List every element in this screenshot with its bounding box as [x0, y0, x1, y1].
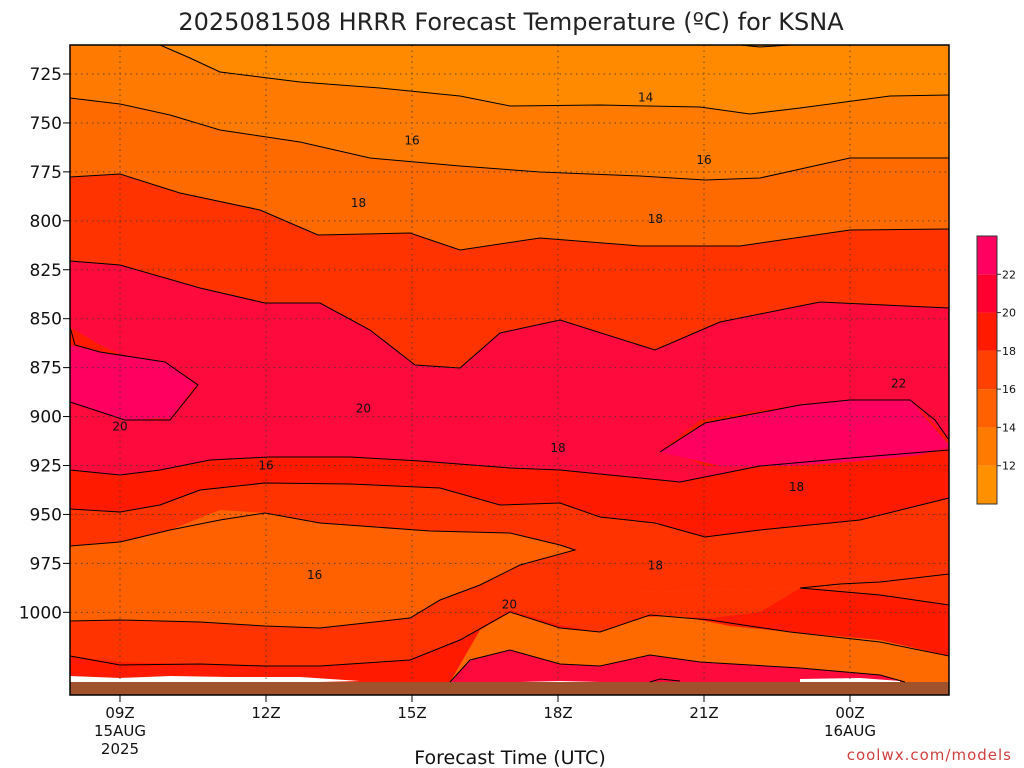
- y-tick-label: 950: [30, 505, 62, 525]
- contour-labels: 14 16 16 18 18 20 20 22 18 16 18 18 16 20: [112, 90, 906, 611]
- fill-band-22: [70, 261, 949, 482]
- contour-label: 20: [112, 419, 127, 433]
- plot-frame: [69, 44, 950, 696]
- credit-text[interactable]: coolwx.com/models: [847, 746, 1012, 764]
- x-axis-label: Forecast Time (UTC): [414, 747, 605, 768]
- contour-label-text: 20: [356, 402, 371, 416]
- contour-label: 20: [502, 597, 517, 611]
- contour-fills: [70, 45, 949, 695]
- x-tick-label: 18Z: [543, 704, 572, 722]
- contour-label-text: 14: [638, 90, 653, 104]
- contour-label: 18: [648, 212, 663, 226]
- contour-label-text: 20: [112, 419, 127, 433]
- fill-band-20-surface: [70, 588, 949, 682]
- contour-label-text: 16: [307, 568, 322, 582]
- x-tick-label: 09Z: [105, 704, 134, 722]
- y-axis: 725 750 775 800 825 850 875 900 925 950 975 1000: [19, 65, 70, 623]
- y-tick-label: 1000: [19, 603, 62, 623]
- contour-label: 14: [638, 90, 653, 104]
- colorbar-segment: [977, 312, 997, 351]
- y-tick-label: 925: [30, 457, 62, 477]
- colorbar-segment: [977, 350, 997, 390]
- contour-label: 18: [648, 558, 663, 572]
- colorbar-label: 14: [1002, 421, 1016, 434]
- colorbar: 12 14 16 18 20 22: [976, 235, 1016, 505]
- contour-label-text: 22: [891, 376, 906, 390]
- colorbar-label: 12: [1002, 460, 1016, 473]
- contour-label: 16: [404, 134, 419, 148]
- x-tick-year: 2025: [101, 740, 139, 758]
- x-tick-label: 12Z: [251, 704, 280, 722]
- x-tick-label: 00Z: [835, 704, 864, 722]
- y-tick-label: 775: [30, 163, 62, 183]
- colorbar-segment: [977, 427, 997, 466]
- colorbar-segment: [977, 236, 997, 275]
- contour-label: 20: [356, 402, 371, 416]
- colorbar-segment: [977, 465, 997, 504]
- x-tick-date: 15AUG: [94, 722, 146, 740]
- contour-label: 18: [351, 196, 366, 210]
- terrain-edge: [70, 676, 900, 682]
- colorbar-frame: [976, 235, 998, 505]
- contour-label-text: 18: [550, 441, 565, 455]
- colorbar-label: 18: [1002, 345, 1016, 358]
- contour-label-text: 18: [789, 480, 804, 494]
- fill-band-18-upper: [70, 174, 949, 368]
- x-tick-date: 16AUG: [824, 722, 876, 740]
- contour-label-text: 16: [696, 153, 711, 167]
- grid-lines: [70, 45, 949, 682]
- terrain: [70, 682, 949, 695]
- contour-label-text: 18: [648, 212, 663, 226]
- plot-area: 14 16 16 18 18 20 20 22 18 16 18 18 16 20: [69, 44, 950, 696]
- fill-band-18-lower: [70, 483, 949, 592]
- fill-band-12: [70, 45, 949, 114]
- y-tick-label: 875: [30, 359, 62, 379]
- contour-label: 16: [696, 153, 711, 167]
- fill-band-22-surface: [450, 650, 905, 682]
- colorbar-label: 22: [1002, 268, 1016, 281]
- colorbar-segment: [977, 274, 997, 313]
- contour-label-text: 16: [258, 459, 273, 473]
- y-tick-label: 850: [30, 310, 62, 330]
- chart-title: 2025081508 HRRR Forecast Temperature (ºC…: [178, 8, 844, 36]
- contour-label-text: 18: [351, 196, 366, 210]
- contour-label-text: 20: [502, 597, 517, 611]
- contour-label: 22: [891, 376, 906, 390]
- y-tick-label: 725: [30, 65, 62, 85]
- y-tick-label: 800: [30, 212, 62, 232]
- contour-label: 18: [550, 441, 565, 455]
- y-tick-label: 975: [30, 554, 62, 574]
- y-tick-label: 825: [30, 261, 62, 281]
- contour-label: 18: [789, 480, 804, 494]
- fill-band-18-surface: [70, 550, 949, 666]
- contour-label-text: 18: [648, 558, 663, 572]
- fill-band-16-lower: [70, 510, 575, 628]
- contour-label: 16: [258, 459, 273, 473]
- contour-label-text: 16: [404, 134, 419, 148]
- fill-band-14: [70, 45, 949, 180]
- contour-label: 16: [307, 568, 322, 582]
- y-tick-label: 750: [30, 114, 62, 134]
- x-tick-label: 15Z: [397, 704, 426, 722]
- colorbar-segment: [977, 389, 997, 428]
- fill-pocket-22-right: [660, 400, 949, 466]
- colorbar-label: 16: [1002, 383, 1016, 396]
- y-tick-label: 900: [30, 408, 62, 428]
- x-tick-label: 21Z: [689, 704, 718, 722]
- fill-pocket-22-left: [70, 345, 195, 420]
- colorbar-label: 20: [1002, 307, 1016, 320]
